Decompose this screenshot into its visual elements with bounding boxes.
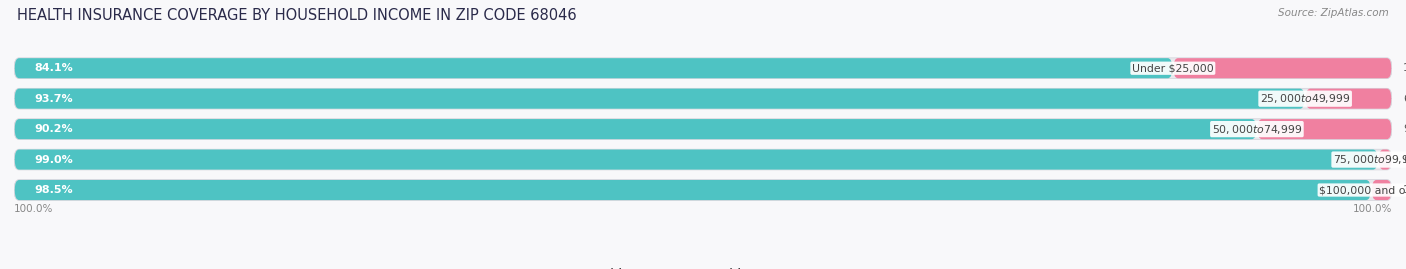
Text: $100,000 and over: $100,000 and over xyxy=(1319,185,1406,195)
Text: 0.99%: 0.99% xyxy=(1403,155,1406,165)
Text: $25,000 to $49,999: $25,000 to $49,999 xyxy=(1260,92,1350,105)
FancyBboxPatch shape xyxy=(1257,119,1392,139)
FancyBboxPatch shape xyxy=(14,180,1392,200)
Text: 99.0%: 99.0% xyxy=(35,155,73,165)
FancyBboxPatch shape xyxy=(14,88,1392,109)
FancyBboxPatch shape xyxy=(14,58,1392,79)
Text: 93.7%: 93.7% xyxy=(35,94,73,104)
FancyBboxPatch shape xyxy=(14,180,1371,200)
Text: 15.9%: 15.9% xyxy=(1403,63,1406,73)
Text: $50,000 to $74,999: $50,000 to $74,999 xyxy=(1212,123,1302,136)
Text: Source: ZipAtlas.com: Source: ZipAtlas.com xyxy=(1278,8,1389,18)
Text: Under $25,000: Under $25,000 xyxy=(1132,63,1213,73)
Text: 9.8%: 9.8% xyxy=(1403,124,1406,134)
FancyBboxPatch shape xyxy=(1372,180,1392,200)
Text: HEALTH INSURANCE COVERAGE BY HOUSEHOLD INCOME IN ZIP CODE 68046: HEALTH INSURANCE COVERAGE BY HOUSEHOLD I… xyxy=(17,8,576,23)
FancyBboxPatch shape xyxy=(14,149,1392,170)
FancyBboxPatch shape xyxy=(14,89,1305,109)
Text: 90.2%: 90.2% xyxy=(35,124,73,134)
Text: 100.0%: 100.0% xyxy=(1353,204,1392,214)
Text: 84.1%: 84.1% xyxy=(35,63,73,73)
Text: 1.5%: 1.5% xyxy=(1403,185,1406,195)
FancyBboxPatch shape xyxy=(1174,58,1392,78)
Text: 6.3%: 6.3% xyxy=(1403,94,1406,104)
Text: $75,000 to $99,999: $75,000 to $99,999 xyxy=(1333,153,1406,166)
Text: 98.5%: 98.5% xyxy=(35,185,73,195)
Text: 100.0%: 100.0% xyxy=(14,204,53,214)
FancyBboxPatch shape xyxy=(14,150,1378,170)
FancyBboxPatch shape xyxy=(14,119,1256,139)
FancyBboxPatch shape xyxy=(14,119,1392,139)
Legend: With Coverage, Without Coverage: With Coverage, Without Coverage xyxy=(581,268,825,269)
FancyBboxPatch shape xyxy=(1379,150,1391,170)
FancyBboxPatch shape xyxy=(1306,89,1392,109)
FancyBboxPatch shape xyxy=(14,58,1173,78)
